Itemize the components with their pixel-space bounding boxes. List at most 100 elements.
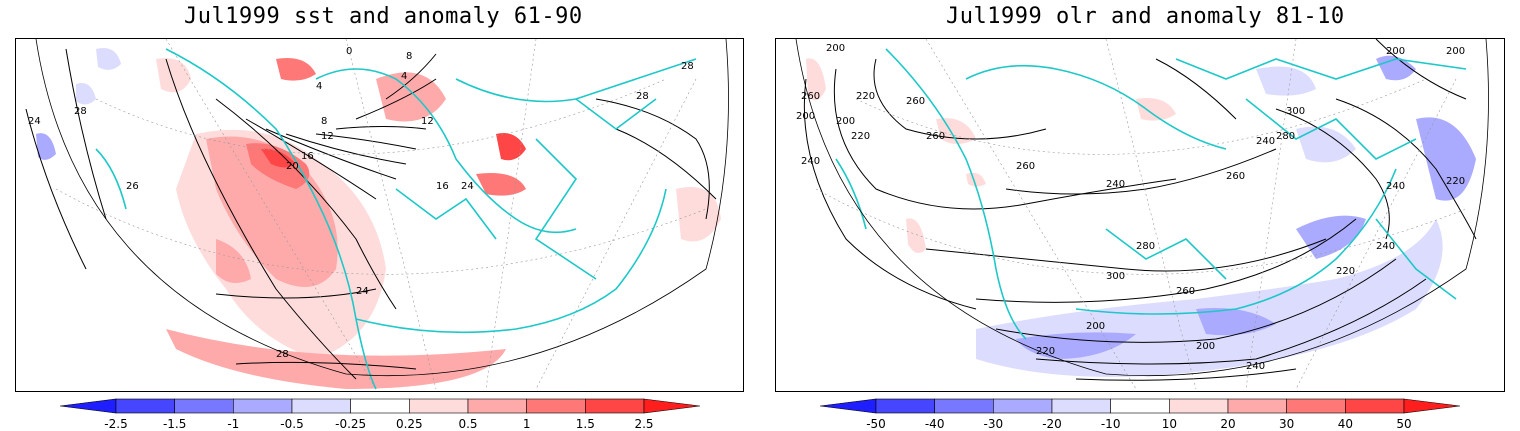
contour-label: 24 [28, 116, 41, 127]
contour-label: 240 [1376, 241, 1395, 252]
contour-label: 200 [1446, 46, 1465, 57]
colorbar-bin [585, 398, 645, 414]
contour-label: 260 [801, 91, 820, 102]
contour-label: 240 [801, 156, 820, 167]
contour-label: 26 [126, 181, 139, 192]
contour-label: 260 [926, 131, 945, 142]
contour-label: 200 [826, 43, 845, 54]
contour-label: 260 [1176, 286, 1195, 297]
colorbar-tick-label: 1.5 [575, 417, 595, 431]
contour-label: 220 [1336, 266, 1355, 277]
contour-label: 280 [1136, 241, 1155, 252]
right-map-panel: 200 260 220 200 260 220 240 200 260 260 … [775, 38, 1505, 392]
contour-label: 28 [276, 349, 289, 360]
contour-label: 240 [1256, 136, 1275, 147]
contour-label: 8 [406, 51, 412, 62]
colorbar-bin [1051, 398, 1111, 414]
contour-label: 280 [1276, 131, 1295, 142]
contour-label: 20 [286, 161, 299, 172]
colorbar-bin [233, 398, 293, 414]
left-map-panel: 24 28 26 20 24 28 28 28 16 12 8 4 0 4 8 … [15, 38, 744, 392]
colorbar-bin [350, 398, 410, 414]
right-map-title: Jul1999 olr and anomaly 81-10 [946, 4, 1345, 29]
contour-label: 4 [401, 71, 407, 82]
colorbar-bin [1286, 398, 1346, 414]
colorbar-bin [1345, 398, 1405, 414]
colorbar-tick-label: -1.5 [162, 417, 187, 431]
sst-contour-labels: 24 28 26 20 24 28 28 28 16 12 8 4 0 4 8 … [28, 46, 694, 360]
colorbar-bin [526, 398, 586, 414]
contour-label: 12 [321, 131, 334, 142]
olr-contour-labels: 200 260 220 200 260 220 240 200 260 260 … [796, 43, 1465, 372]
colorbar-tick-label: -50 [866, 417, 886, 431]
contour-label: 16 [301, 151, 314, 162]
colorbar-tick-label: -40 [924, 417, 945, 431]
right-colorbar [819, 398, 1461, 414]
colorbar-bin [291, 398, 351, 414]
contour-label: 220 [856, 91, 875, 102]
colorbar-min-arrow [819, 398, 877, 414]
contour-label: 28 [681, 61, 694, 72]
contour-label: 4 [316, 81, 322, 92]
colorbar-bin [174, 398, 234, 414]
colorbar-tick-label: 30 [1279, 417, 1295, 431]
colorbar-bin [1169, 398, 1229, 414]
contour-label: 300 [1286, 106, 1305, 117]
contour-label: 300 [1106, 271, 1125, 282]
contour-label: 24 [461, 181, 474, 192]
contour-label: 28 [74, 106, 87, 117]
colorbar-tick-label: -1 [227, 417, 240, 431]
colorbar-bin [993, 398, 1053, 414]
contour-label: 0 [346, 46, 352, 57]
colorbar-tick-label: 20 [1220, 417, 1236, 431]
contour-label: 24 [356, 286, 369, 297]
colorbar-tick-label: -30 [983, 417, 1004, 431]
contour-label: 200 [1086, 321, 1105, 332]
contour-label: 240 [1246, 361, 1265, 372]
contour-label: 8 [321, 116, 327, 127]
colorbar-tick-label: -10 [1100, 417, 1121, 431]
contour-label: 200 [1386, 46, 1405, 57]
colorbar-tick-label: 0.5 [458, 417, 478, 431]
colorbar-bin [409, 398, 469, 414]
colorbar-bin [934, 398, 994, 414]
colorbar-tick-label: 2.5 [634, 417, 654, 431]
contour-label: 16 [436, 181, 449, 192]
left-colorbar-svg [59, 398, 701, 414]
colorbar-tick-label: -0.25 [335, 417, 367, 431]
contour-label: 12 [421, 116, 434, 127]
sst-anomaly-map: 24 28 26 20 24 28 28 28 16 12 8 4 0 4 8 … [25, 39, 729, 390]
contour-label: 200 [836, 116, 855, 127]
colorbar-bin [875, 398, 935, 414]
left-map-title: Jul1999 sst and anomaly 61-90 [184, 4, 583, 29]
colorbar-tick-label: -2.5 [104, 417, 128, 431]
colorbar-tick-label: -20 [1042, 417, 1062, 431]
right-colorbar-svg [819, 398, 1461, 414]
colorbar-tick-label: 50 [1396, 417, 1412, 431]
contour-label: 200 [796, 111, 815, 122]
colorbar-bin [1110, 398, 1170, 414]
contour-label: 240 [1106, 179, 1125, 190]
colorbar-tick-label: 0.25 [395, 417, 423, 431]
colorbar-tick-label: 40 [1337, 417, 1353, 431]
colorbar-max-arrow [1403, 398, 1461, 414]
colorbar-bin [1227, 398, 1287, 414]
contour-label: 220 [851, 131, 870, 142]
contour-label: 220 [1036, 346, 1055, 357]
contour-label: 260 [1016, 161, 1035, 172]
contour-label: 28 [636, 91, 649, 102]
colorbar-tick-label: -0.5 [280, 417, 304, 431]
left-colorbar [59, 398, 701, 414]
colorbar-min-arrow [59, 398, 117, 414]
olr-anomaly-map: 200 260 220 200 260 220 240 200 260 260 … [795, 39, 1489, 390]
contour-label: 260 [1226, 171, 1245, 182]
contour-label: 200 [1196, 341, 1215, 352]
colorbar-max-arrow [643, 398, 701, 414]
contour-label: 240 [1386, 181, 1405, 192]
contour-label: 220 [1446, 176, 1465, 187]
colorbar-bin [467, 398, 527, 414]
contour-label: 260 [906, 96, 925, 107]
colorbar-tick-label: 1 [522, 417, 531, 431]
colorbar-tick-label: 10 [1161, 417, 1177, 431]
colorbar-bin [115, 398, 175, 414]
